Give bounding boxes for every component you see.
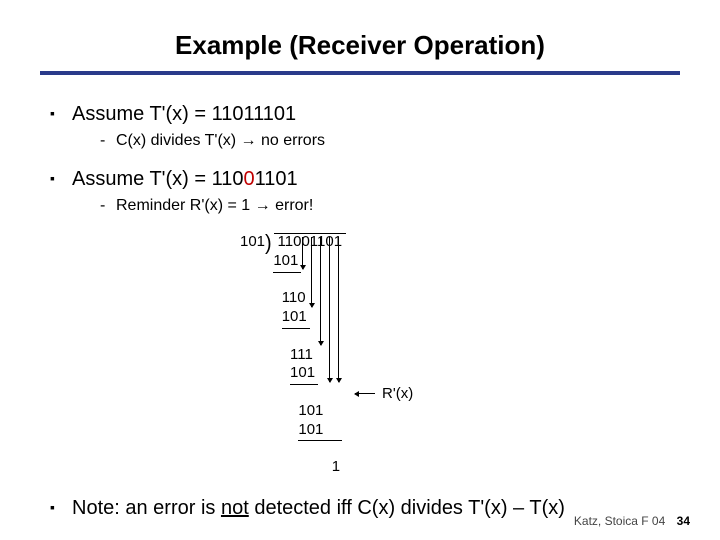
division-vinculum [274,233,346,234]
note-pre: Note: an error is [72,497,221,519]
footer-text: Katz, Stoica F 04 [574,514,665,528]
page-number: 34 [677,514,690,528]
bullet-2: Assume T'(x) = 11001101 Reminder R'(x) =… [50,168,680,215]
bringdown-arrow-5 [338,237,339,382]
div-l3: 101 [282,308,307,325]
b2-sub-post: error! [271,197,314,214]
bringdown-arrow-2 [311,237,312,307]
bringdown-arrow-4 [329,237,330,382]
div-row-6: 101 [240,402,600,421]
div-row-2: 110 [240,289,600,308]
divisor: 101 [240,233,265,250]
dividend: 11001101 [278,233,343,250]
div-hr2 [282,328,310,329]
div-row-3: 101 [240,308,600,327]
div-row-5: 101 [240,364,600,383]
div-rule-1 [240,271,600,290]
bullet-1-prefix: Assume T'(x) = [72,103,212,125]
div-row-4: 111 [240,346,600,365]
div-l4: 111 [290,346,313,363]
remainder-label: R'(x) [382,385,413,404]
div-l7: 101 [298,421,323,438]
div-row-0: 101 11001101 [240,233,600,252]
div-l1: 101 [273,252,298,269]
div-rule-3 [240,383,600,402]
bullet-2-vpost: 1101 [255,168,298,190]
div-rule-4 [240,439,600,458]
div-row-r: 1 [240,458,600,477]
b2-sub-arrow: → [255,197,271,214]
div-l6: 101 [298,402,323,419]
div-row-1: 101 [240,252,600,271]
div-hr4 [298,440,342,441]
b1-sub-post: no errors [257,132,325,149]
bullet-2-emph-digit: 0 [243,168,254,190]
div-l5: 101 [290,364,315,381]
long-division: ) 101 11001101 101 110 101 111 101 101 [240,233,600,477]
bullet-1-value: 11011101 [212,103,297,125]
bullet-2-sub: Reminder R'(x) = 1 → error! [100,197,680,215]
remainder-arrow [355,393,375,394]
note-post: detected iff C(x) divides T'(x) – T(x) [249,497,565,519]
bringdown-arrow-3 [320,237,321,345]
bullet-2-vpre: 110 [212,168,244,190]
bullet-1-sub: C(x) divides T'(x) → no errors [100,132,680,150]
div-l2: 110 [282,289,306,306]
div-row-7: 101 [240,421,600,440]
division-paren: ) [265,230,272,256]
b2-sub-pre: Reminder R'(x) = 1 [116,197,255,214]
slide-title: Example (Receiver Operation) [40,30,680,61]
bullet-2-prefix: Assume T'(x) = [72,168,212,190]
note-emph: not [221,497,249,519]
div-hr3 [290,384,318,385]
div-rule-2 [240,327,600,346]
bringdown-arrow-1 [302,237,303,269]
div-hr1 [273,272,301,273]
footer: Katz, Stoica F 04 34 [574,514,690,528]
title-rule [40,71,680,75]
b1-sub-pre: C(x) divides T'(x) [116,132,241,149]
b1-sub-arrow: → [241,132,257,149]
div-remainder: 1 [332,458,340,475]
bullet-1: Assume T'(x) = 11011101 C(x) divides T'(… [50,103,680,150]
